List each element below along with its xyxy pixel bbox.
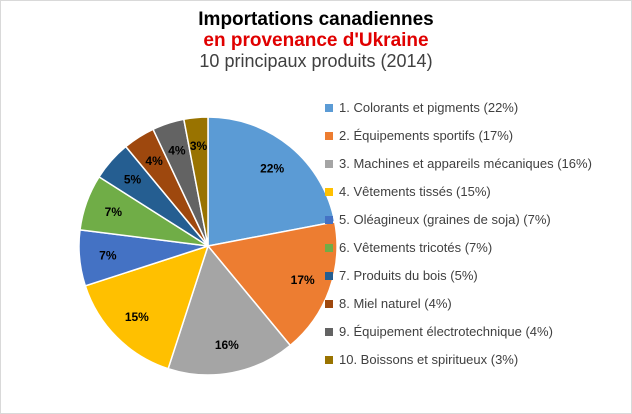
legend-swatch <box>325 103 333 112</box>
chart-subtitle: 10 principaux produits (2014) <box>199 51 433 71</box>
data-label-1: 22% <box>260 161 284 175</box>
pie-slice-10 <box>182 116 209 247</box>
chart-title: Importations canadiennes <box>198 9 434 30</box>
legend-label: 3. Machines et appareils mécaniques (16%… <box>339 156 592 171</box>
legend-item-1: 1. Colorants et pigments (22%) <box>325 94 592 122</box>
data-label-2: 17% <box>291 273 315 287</box>
legend-label: 1. Colorants et pigments (22%) <box>339 100 519 115</box>
pie-slice-1 <box>207 116 336 247</box>
legend-label: 10. Boissons et spiritueux (3%) <box>339 352 519 367</box>
legend-item-2: 2. Équipements sportifs (17%) <box>325 122 592 150</box>
pie-slice-3 <box>167 244 292 376</box>
chart-subtitle-red: en provenance d'Ukraine <box>203 30 429 51</box>
legend-item-9: 9. Équipement électrotechnique (4%) <box>325 318 592 346</box>
data-label-4: 15% <box>125 310 149 324</box>
legend-item-10: 10. Boissons et spiritueux (3%) <box>325 346 592 374</box>
legend-item-5: 5. Oléagineux (graines de soja) (7%) <box>325 206 592 234</box>
legend-label: 5. Oléagineux (graines de soja) (7%) <box>339 212 551 227</box>
data-label-8: 4% <box>145 154 163 168</box>
legend-label: 9. Équipement électrotechnique (4%) <box>339 324 553 339</box>
legend-label: 6. Vêtements tricotés (7%) <box>339 240 493 255</box>
legend-label: 8. Miel naturel (4%) <box>339 296 452 311</box>
legend-swatch <box>325 159 333 168</box>
data-label-6: 7% <box>105 205 123 219</box>
data-label-10: 3% <box>190 139 208 153</box>
data-label-3: 16% <box>215 338 239 352</box>
pie-slice-2 <box>206 220 338 347</box>
legend-swatch <box>325 131 333 140</box>
legend-swatch <box>325 299 333 308</box>
legend-item-6: 6. Vêtements tricotés (7%) <box>325 234 592 262</box>
legend-item-7: 7. Produits du bois (5%) <box>325 262 592 290</box>
legend-swatch <box>325 243 333 252</box>
legend-item-8: 8. Miel naturel (4%) <box>325 290 592 318</box>
legend-item-4: 4. Vêtements tissés (15%) <box>325 178 592 206</box>
legend-swatch <box>325 271 333 280</box>
chart-title-block: Importations canadiennes en provenance d… <box>1 9 631 72</box>
legend-label: 7. Produits du bois (5%) <box>339 268 478 283</box>
legend-swatch <box>325 327 333 336</box>
legend-label: 2. Équipements sportifs (17%) <box>339 128 514 143</box>
data-label-7: 5% <box>124 172 142 186</box>
legend-swatch <box>325 187 333 196</box>
legend-label: 4. Vêtements tissés (15%) <box>339 184 491 199</box>
data-label-5: 7% <box>99 248 117 262</box>
data-label-9: 4% <box>168 143 186 157</box>
legend-swatch <box>325 215 333 224</box>
legend-swatch <box>325 355 333 364</box>
chart-legend: 1. Colorants et pigments (22%) 2. Équipem… <box>325 94 592 374</box>
legend-item-3: 3. Machines et appareils mécaniques (16%… <box>325 150 592 178</box>
